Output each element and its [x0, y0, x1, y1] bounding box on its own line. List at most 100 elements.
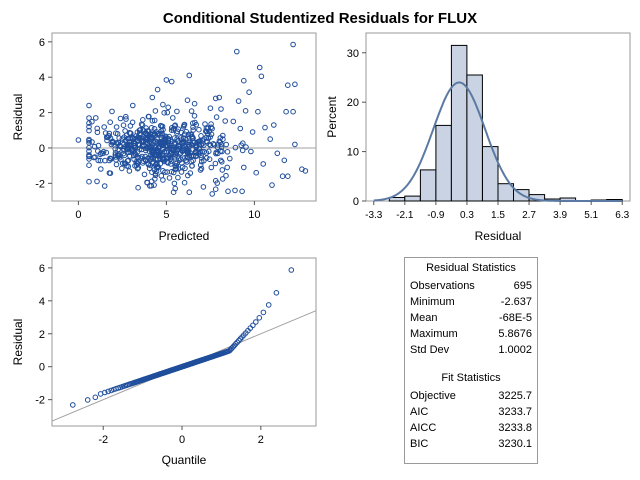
- scatter-point: [212, 95, 219, 102]
- x-tick-label: 3.9: [553, 210, 567, 221]
- y-tick-label: 0: [353, 196, 359, 208]
- scatter-point: [113, 161, 120, 168]
- scatter-point: [202, 121, 208, 127]
- scatter-point: [93, 115, 99, 121]
- stat-row-std-dev: Std Dev 1.0002: [405, 342, 537, 358]
- scatter-point: [164, 144, 171, 150]
- stat-label: Maximum: [410, 328, 458, 340]
- scatter-point: [180, 124, 187, 130]
- scatter-point: [138, 121, 145, 128]
- scatter-point: [168, 169, 175, 175]
- scatter-frame: [51, 32, 317, 202]
- scatter-point: [179, 147, 185, 154]
- scatter-point: [168, 78, 175, 85]
- scatter-point: [160, 101, 166, 108]
- scatter-point: [126, 168, 133, 174]
- scatter-point: [223, 172, 229, 179]
- scatter-point: [152, 144, 158, 150]
- y-tick-label: -2: [35, 395, 45, 407]
- scatter-point: [135, 184, 141, 191]
- scatter-point: [175, 166, 181, 172]
- stat-row-observations: Observations 695: [405, 278, 537, 294]
- stat-row-mean: Mean -68E-5: [405, 310, 537, 326]
- stat-value: 3230.1: [498, 438, 532, 450]
- residual-stats-header: Residual Statistics: [426, 262, 516, 274]
- scatter-point: [75, 137, 82, 143]
- scatter-point: [223, 141, 229, 148]
- scatter-point: [86, 138, 92, 144]
- scatter-point: [116, 135, 122, 141]
- scatter-point: [159, 132, 165, 138]
- scatter-point: [94, 178, 100, 185]
- scatter-point: [283, 108, 289, 115]
- scatter-point: [299, 166, 305, 172]
- scatter-point: [285, 82, 291, 88]
- x-tick-label: -2: [98, 434, 108, 446]
- scatter-point: [157, 160, 164, 167]
- scatter-point: [154, 86, 161, 93]
- scatter-point: [219, 167, 226, 173]
- scatter-point: [157, 132, 163, 138]
- scatter-point: [222, 118, 228, 124]
- scatter-point: [185, 142, 192, 148]
- scatter-point: [86, 144, 92, 151]
- scatter-point: [208, 121, 214, 127]
- scatter-point: [94, 129, 101, 136]
- scatter-point: [249, 129, 256, 135]
- scatter-point: [246, 89, 252, 95]
- scatter-point: [149, 118, 156, 124]
- scatter-point: [240, 140, 246, 146]
- scatter-point: [134, 148, 141, 155]
- qq-point: [256, 315, 263, 321]
- scatter-point: [206, 156, 213, 162]
- scatter-point: [168, 127, 175, 133]
- scatter-point: [152, 176, 158, 182]
- qq-point: [92, 394, 99, 401]
- scatter-point: [235, 98, 242, 104]
- scatter-point: [214, 144, 221, 151]
- normal-density-curve: [373, 81, 623, 202]
- scatter-point: [166, 175, 173, 181]
- scatter-point: [146, 113, 152, 120]
- scatter-point: [117, 115, 124, 122]
- y-tick-label: 2: [39, 108, 45, 120]
- scatter-point: [127, 123, 134, 129]
- scatter-point: [130, 102, 136, 109]
- scatter-point: [113, 124, 120, 130]
- scatter-point: [198, 165, 205, 172]
- stat-value: 1.0002: [498, 344, 532, 356]
- histogram-bar: [435, 124, 452, 202]
- scatter-point: [183, 128, 189, 135]
- scatter-point: [163, 142, 169, 148]
- scatter-point: [198, 133, 204, 139]
- scatter-point: [241, 164, 247, 171]
- qq-point: [250, 322, 256, 329]
- scatter-point: [174, 128, 181, 135]
- scatter-point: [219, 176, 226, 182]
- x-tick-label: 5.1: [584, 210, 598, 221]
- scatter-point: [172, 139, 178, 146]
- scatter-point: [135, 158, 142, 165]
- scatter-point: [86, 162, 92, 168]
- scatter-point: [187, 170, 194, 176]
- scatter-point: [149, 142, 155, 149]
- scatter-point: [239, 188, 245, 195]
- x-axis-label: Quantile: [162, 453, 207, 467]
- scatter-point: [255, 108, 261, 115]
- scatter-point: [256, 64, 263, 71]
- x-axis-label: Predicted: [159, 229, 210, 243]
- scatter-point: [141, 171, 148, 178]
- scatter-point: [124, 163, 130, 169]
- scatter-point: [217, 139, 223, 145]
- scatter-point: [140, 117, 146, 123]
- stat-value: 3233.7: [498, 406, 532, 418]
- y-axis-label: Residual: [11, 319, 25, 366]
- scatter-point: [292, 141, 298, 148]
- scatter-point: [100, 150, 106, 157]
- scatter-point: [140, 139, 146, 145]
- scatter-point: [181, 179, 188, 186]
- scatter-point: [152, 108, 159, 114]
- scatter-point: [160, 168, 166, 174]
- scatter-point: [94, 125, 100, 132]
